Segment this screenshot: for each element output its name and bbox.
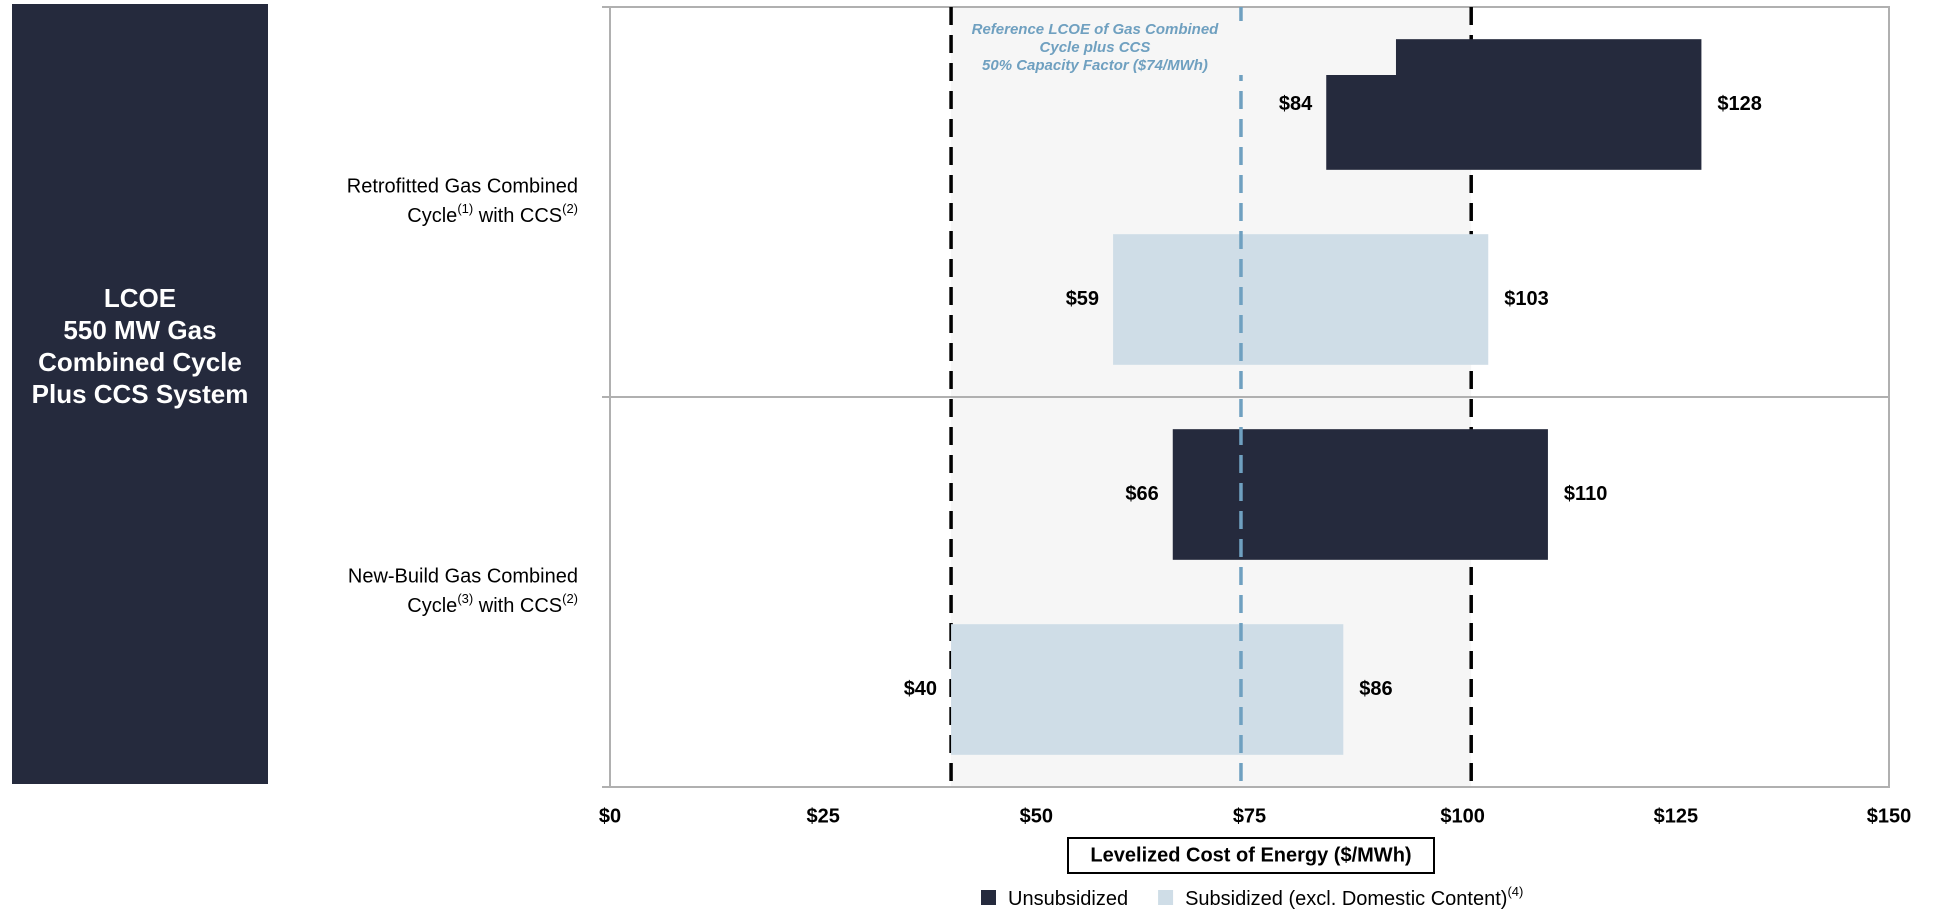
x-tick-label: $100 [1440,805,1485,827]
category-label: Cycle(3) with CCS(2) [407,591,578,617]
legend-label-part: (4) [1507,884,1523,899]
value-label: $59 [1066,288,1099,310]
panel-title: Combined Cycle [38,347,242,377]
category-label-part: (3) [457,591,473,606]
legend-swatch [1158,890,1174,905]
panel-title: LCOE [104,283,176,313]
value-label: $103 [1504,288,1549,310]
x-tick-label: $50 [1020,805,1053,827]
panel [12,4,268,784]
panel-title: Plus CCS System [32,379,249,409]
legend-label: Unsubsidized [1008,888,1128,910]
category-label-part: (2) [562,591,578,606]
value-label: $66 [1125,483,1158,505]
reference-text: 50% Capacity Factor ($74/MWh) [982,57,1208,74]
category-label-part: with CCS [473,595,562,617]
x-axis-title: Levelized Cost of Energy ($/MWh) [1090,844,1411,866]
legend-label-part: Subsidized (excl. Domestic Content) [1185,888,1507,910]
bar [1172,429,1548,560]
category-label: Cycle(1) with CCS(2) [407,201,578,227]
value-label: $84 [1279,93,1313,115]
x-axis-title-box [1067,837,1435,874]
panel-title: 550 MW Gas [63,315,216,345]
bar [1113,234,1489,365]
legend-label: Subsidized (excl. Domestic Content)(4) [1185,884,1523,910]
reference-text: Cycle plus CCS [1040,39,1151,56]
value-label: $40 [904,678,937,700]
bar [951,624,1344,755]
category-label-part: Cycle [407,205,457,227]
category-label: New-Build Gas Combined [348,565,578,587]
reference-text: Reference LCOE of Gas Combined [972,21,1220,38]
category-label: Retrofitted Gas Combined [347,175,578,197]
x-tick-label: $75 [1233,805,1266,827]
value-label: $110 [1564,483,1607,505]
reference-text-bg [1085,57,1396,75]
x-tick-label: $125 [1654,805,1699,827]
value-label: $86 [1359,678,1392,700]
category-label-part: Cycle [407,595,457,617]
category-label-part: with CCS [473,205,562,227]
reference-text-bg [1085,39,1396,57]
category-label-part: (2) [562,201,578,216]
legend-label-part: Unsubsidized [1008,888,1128,910]
x-tick-label: $0 [599,805,621,827]
legend-swatch [981,890,996,905]
reference-text-bg [1085,21,1396,39]
x-tick-label: $150 [1867,805,1912,827]
category-label-part: (1) [457,201,473,216]
value-label: $128 [1717,93,1762,115]
x-tick-label: $25 [806,805,839,827]
